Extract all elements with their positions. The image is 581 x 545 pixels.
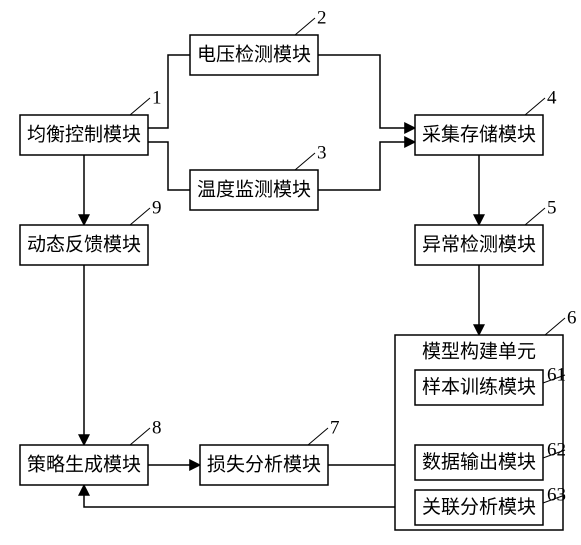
node-n63: 关联分析模块 bbox=[415, 490, 543, 525]
node-number-n9: 9 bbox=[152, 198, 162, 219]
node-number-n61: 61 bbox=[547, 365, 566, 386]
node-n4: 采集存储模块 bbox=[415, 115, 543, 155]
leader-n9 bbox=[130, 208, 150, 225]
node-label-n8: 策略生成模块 bbox=[27, 454, 141, 476]
node-number-n5: 5 bbox=[547, 198, 557, 219]
node-number-n8: 8 bbox=[152, 418, 162, 439]
node-label-n61: 样本训练模块 bbox=[422, 376, 536, 398]
node-label-n4: 采集存储模块 bbox=[422, 124, 536, 146]
node-n1: 均衡控制模块 bbox=[20, 115, 148, 155]
leader-n4 bbox=[525, 98, 545, 115]
node-number-n63: 63 bbox=[547, 485, 566, 506]
node-n8: 策略生成模块 bbox=[20, 445, 148, 485]
node-number-n4: 4 bbox=[547, 88, 557, 109]
node-number-n7: 7 bbox=[330, 418, 340, 439]
node-n9: 动态反馈模块 bbox=[20, 225, 148, 265]
edge-1 bbox=[148, 142, 190, 190]
node-number-n3: 3 bbox=[317, 143, 327, 164]
node-n61: 样本训练模块 bbox=[415, 370, 543, 405]
leader-n2 bbox=[295, 18, 315, 35]
node-label-n5: 异常检测模块 bbox=[422, 234, 536, 256]
edge-12 bbox=[84, 485, 415, 507]
leader-n1 bbox=[130, 98, 150, 115]
node-label-n2: 电压检测模块 bbox=[197, 44, 311, 66]
leader-n7 bbox=[308, 428, 328, 445]
node-label-n1: 均衡控制模块 bbox=[27, 124, 141, 146]
nodes-layer: 模型构建单元样本训练模块数据输出模块关联分析模块 均衡控制模块 电压检测模块温度监测… bbox=[20, 35, 563, 530]
node-n2: 电压检测模块 bbox=[190, 35, 318, 75]
node-n3: 温度监测模块 bbox=[190, 170, 318, 210]
node-n5: 异常检测模块 bbox=[415, 225, 543, 265]
node-label-n62: 数据输出模块 bbox=[422, 451, 536, 473]
node-label-n6: 模型构建单元 bbox=[422, 341, 536, 363]
leader-n8 bbox=[130, 428, 150, 445]
edge-3 bbox=[318, 142, 415, 190]
node-n7: 损失分析模块 bbox=[200, 445, 328, 485]
leader-n3 bbox=[295, 153, 315, 170]
node-number-n62: 62 bbox=[547, 440, 566, 461]
node-number-n1: 1 bbox=[152, 88, 162, 109]
node-number-n6: 6 bbox=[567, 308, 577, 329]
edge-2 bbox=[318, 55, 415, 128]
node-n62: 数据输出模块 bbox=[415, 445, 543, 480]
node-number-n2: 2 bbox=[317, 8, 327, 29]
leader-n6 bbox=[545, 318, 565, 335]
node-label-n7: 损失分析模块 bbox=[207, 454, 321, 476]
node-label-n9: 动态反馈模块 bbox=[27, 234, 141, 256]
node-label-n3: 温度监测模块 bbox=[197, 179, 311, 201]
leader-n5 bbox=[525, 208, 545, 225]
node-label-n63: 关联分析模块 bbox=[422, 496, 536, 518]
